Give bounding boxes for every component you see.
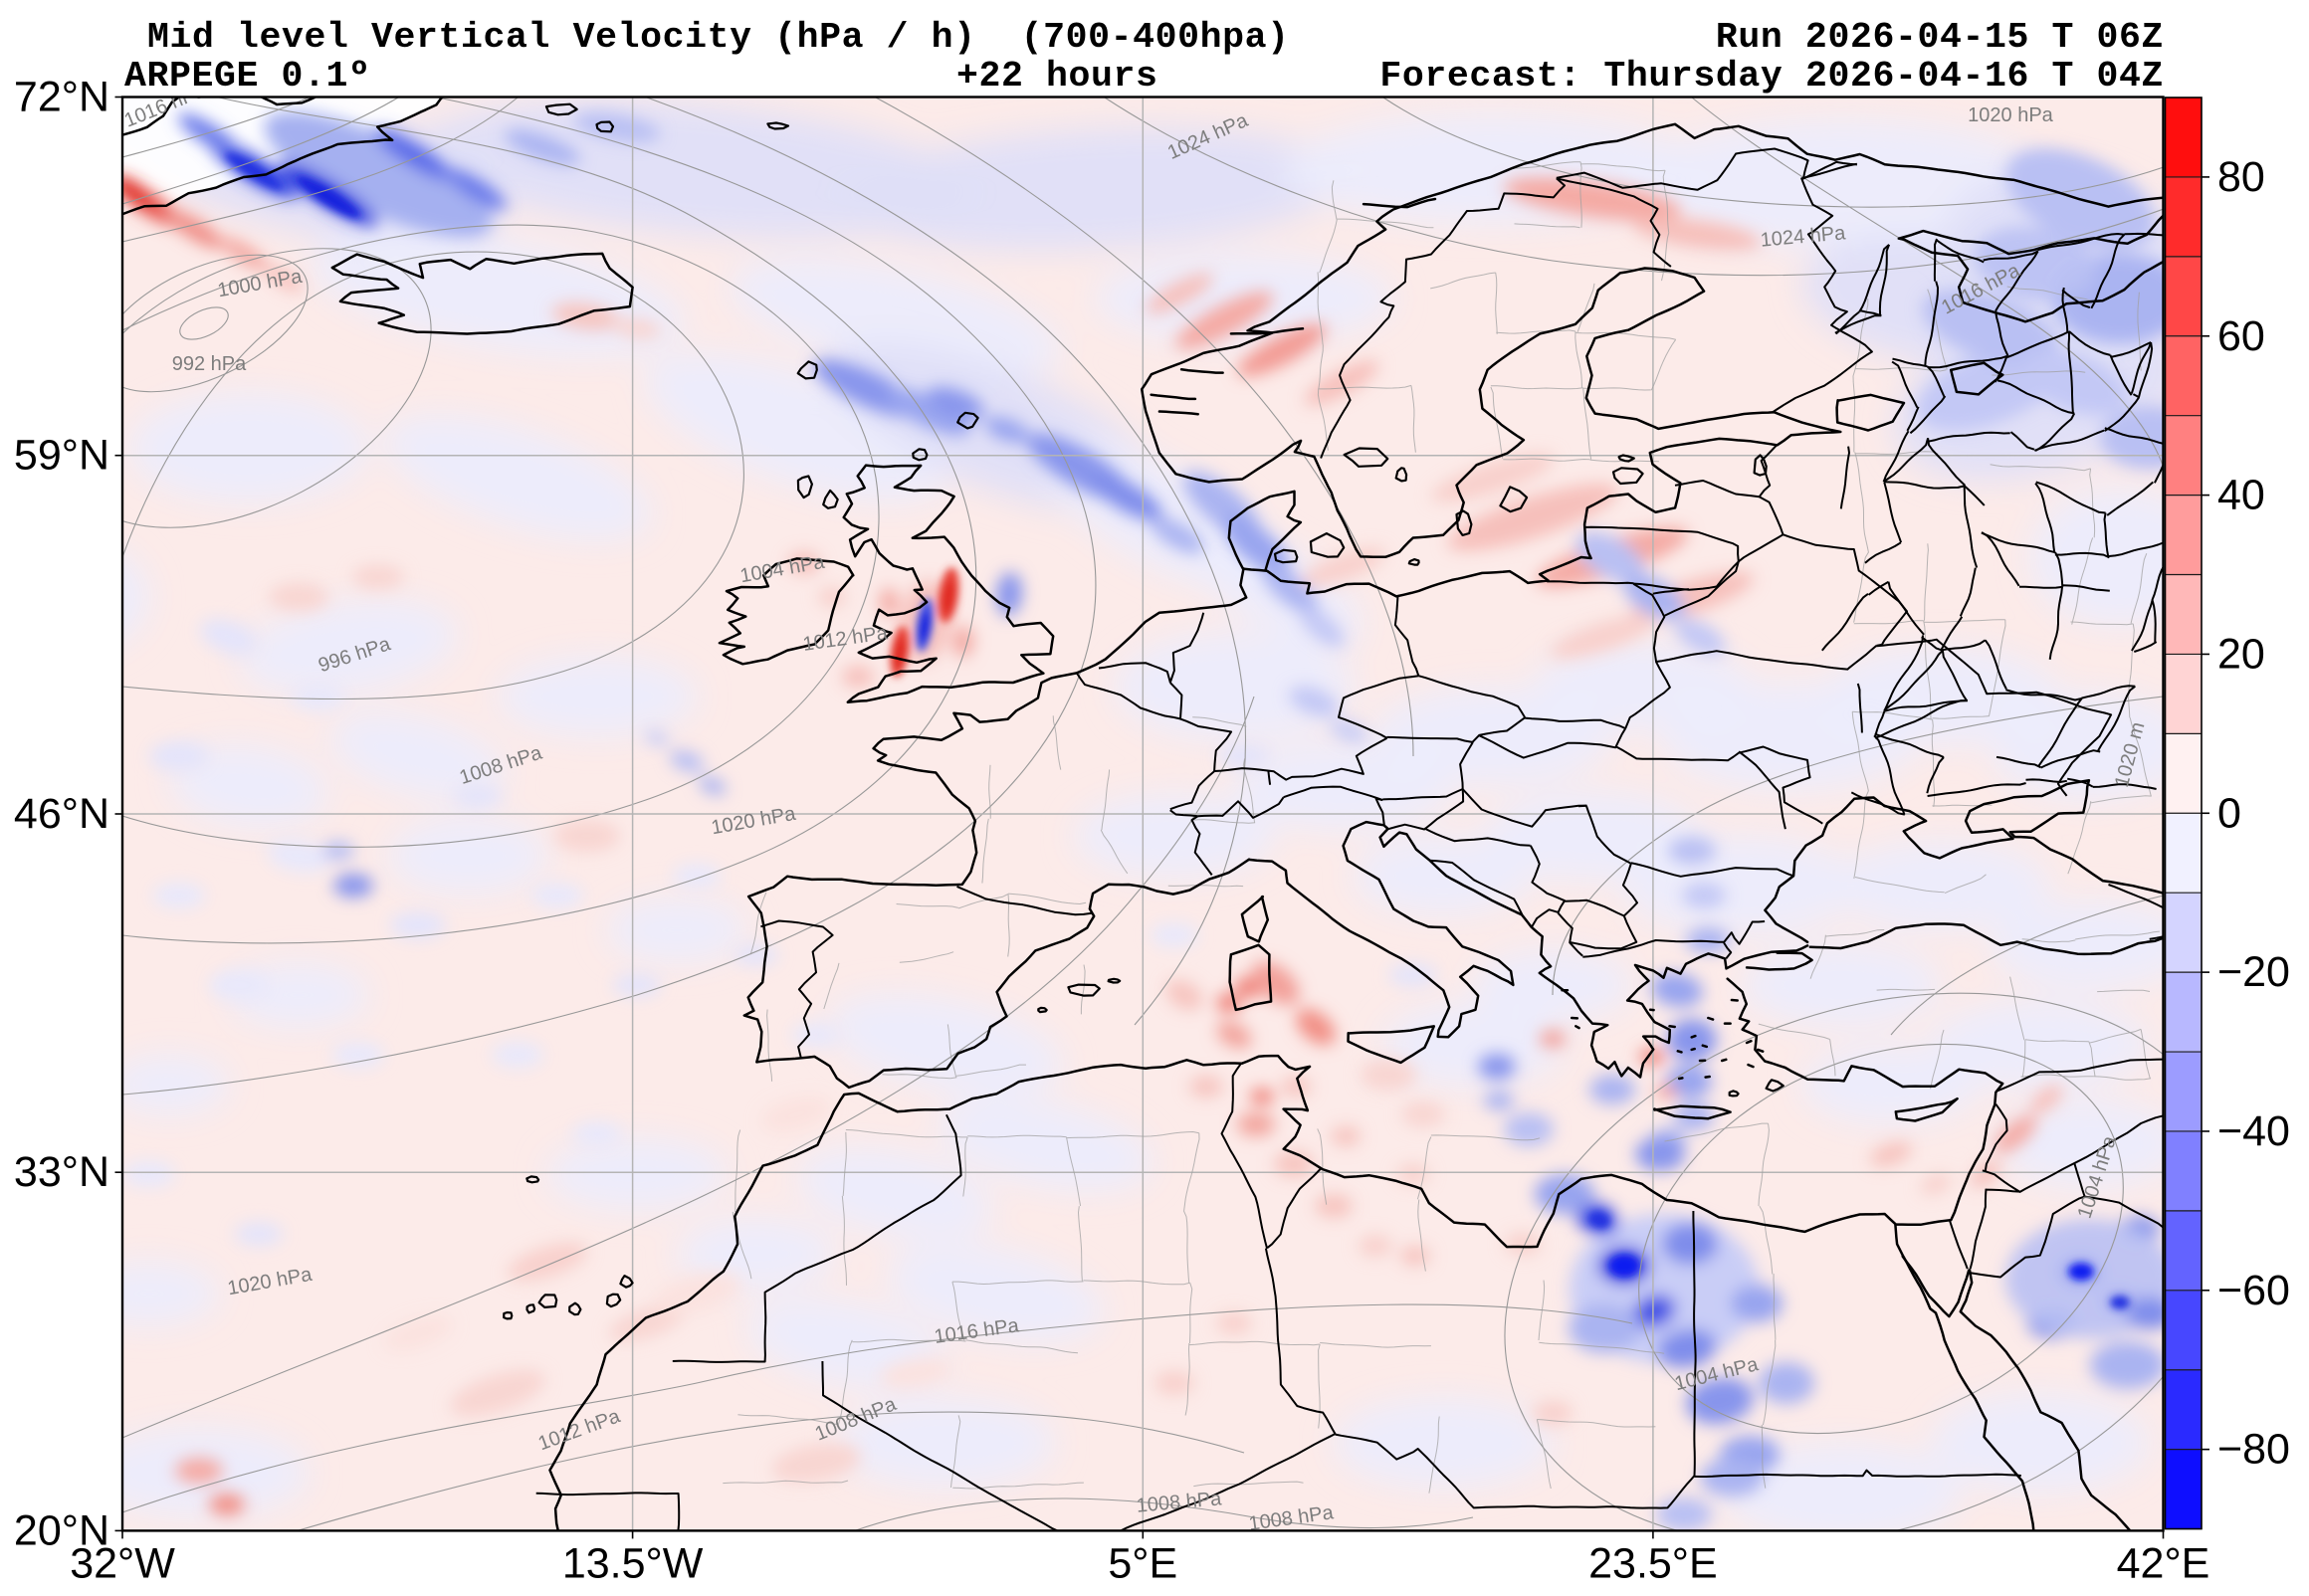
svg-text:60: 60 <box>2217 312 2265 360</box>
svg-text:20: 20 <box>2217 630 2265 678</box>
svg-text:23.5°E: 23.5°E <box>1588 1539 1718 1587</box>
svg-text:42°E: 42°E <box>2117 1539 2210 1587</box>
svg-text:13.5°W: 13.5°W <box>562 1539 704 1587</box>
svg-text:59°N: 59°N <box>14 432 109 480</box>
svg-text:Forecast: Thursday 2026-04-16: Forecast: Thursday 2026-04-16 T 04Z <box>1379 56 2164 97</box>
svg-text:Run 2026-04-15 T 06Z: Run 2026-04-15 T 06Z <box>1716 17 2164 58</box>
svg-text:−80: −80 <box>2217 1426 2290 1474</box>
svg-text:5°E: 5°E <box>1108 1539 1177 1587</box>
svg-text:−60: −60 <box>2217 1267 2290 1314</box>
svg-text:46°N: 46°N <box>14 790 109 838</box>
svg-text:32°W: 32°W <box>70 1539 175 1587</box>
svg-text:Mid level Vertical Velocity (h: Mid level Vertical Velocity (hPa / h) (7… <box>147 17 1290 58</box>
svg-text:72°N: 72°N <box>14 74 109 121</box>
svg-text:40: 40 <box>2217 472 2265 519</box>
svg-text:33°N: 33°N <box>14 1148 109 1196</box>
svg-text:1020 hPa: 1020 hPa <box>1968 104 2054 126</box>
svg-text:−20: −20 <box>2217 948 2290 996</box>
svg-text:20°N: 20°N <box>14 1506 109 1554</box>
svg-text:0: 0 <box>2217 789 2241 837</box>
svg-text:ARPEGE 0.1º: ARPEGE 0.1º <box>124 56 371 97</box>
svg-text:+22 hours: +22 hours <box>956 56 1158 97</box>
svg-text:−40: −40 <box>2217 1107 2290 1155</box>
svg-text:992 hPa: 992 hPa <box>172 353 247 375</box>
svg-text:80: 80 <box>2217 153 2265 201</box>
